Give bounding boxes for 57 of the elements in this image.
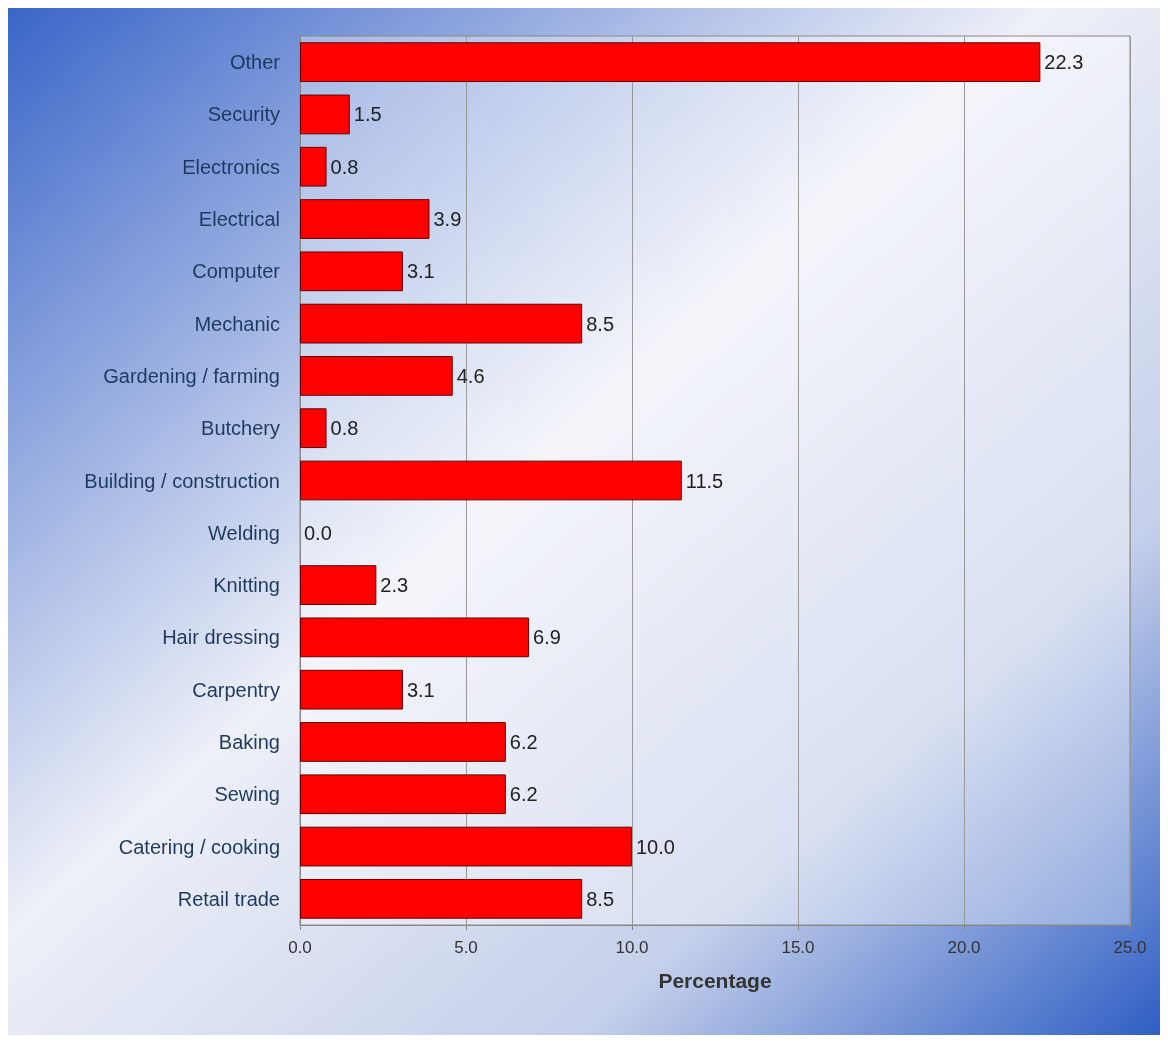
bar [300,878,583,919]
data-label: 4.6 [456,364,485,387]
y-tick-label: Electrical [198,208,280,231]
data-label: 0.8 [330,417,359,440]
data-label: 11.5 [685,469,724,492]
data-label: 3.1 [406,260,435,283]
y-tick-label: Electronics [182,155,280,178]
bar [300,199,430,239]
bar [300,42,1041,83]
y-tick-label: Welding [208,521,280,544]
data-label: 8.5 [586,887,615,910]
bar [300,617,530,658]
y-tick-label: Knitting [213,574,280,597]
data-label: 3.9 [433,208,462,231]
data-label: 10.0 [636,835,675,858]
y-tick-label: Catering / cooking [118,835,280,858]
bar [300,303,583,344]
y-tick-label: Baking [218,730,280,753]
data-label: 2.3 [380,574,409,597]
data-label: 6.2 [509,730,538,753]
data-label: 1.5 [353,103,382,126]
bar [300,669,403,710]
y-tick-label: Mechanic [194,312,280,335]
x-tick-label: 5.0 [454,938,478,957]
data-label: 8.5 [586,312,615,335]
y-tick-label: Hair dressing [162,626,280,649]
data-label: 6.9 [533,626,561,649]
y-tick-label: Security [207,103,280,126]
bar [300,565,377,605]
data-label: 6.2 [509,783,538,806]
y-tick-label: Sewing [214,783,280,806]
bar [300,146,327,187]
bar [300,408,327,449]
bar [300,722,506,762]
bar [300,826,632,867]
x-axis-title: Percentage [658,969,772,992]
data-label: 22.3 [1044,51,1084,74]
x-tick-label: 10.0 [615,938,649,957]
bar [300,774,506,815]
bar [300,94,350,135]
bar [300,251,403,292]
y-tick-label: Butchery [201,417,280,440]
x-tick-label: 25.0 [1113,938,1147,957]
y-tick-label: Carpentry [192,678,280,701]
bar [300,356,453,396]
y-tick-label: Other [229,51,281,74]
x-tick-label: 0.0 [288,938,312,957]
x-tick-label: 20.0 [947,938,981,957]
data-label: 3.1 [406,678,435,701]
y-tick-label: Building / construction [84,469,280,492]
bar [300,460,682,501]
y-tick-label: Computer [192,260,281,283]
y-tick-label: Retail trade [177,887,280,910]
y-tick-label: Gardening / farming [103,364,280,387]
data-label: 0.8 [330,155,359,178]
x-tick-label: 15.0 [781,938,815,957]
data-label: 0.0 [304,521,332,544]
